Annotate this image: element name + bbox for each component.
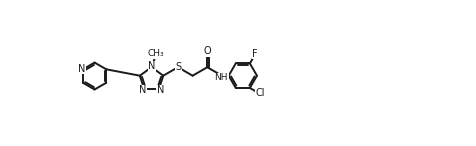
Text: F: F — [252, 49, 258, 59]
Text: N: N — [148, 61, 156, 71]
Text: N: N — [79, 64, 86, 74]
Text: S: S — [175, 62, 181, 72]
Text: NH: NH — [215, 73, 228, 82]
Text: N: N — [139, 85, 147, 95]
Text: Cl: Cl — [255, 88, 265, 98]
Text: CH₃: CH₃ — [148, 49, 165, 58]
Text: N: N — [157, 85, 164, 95]
Text: O: O — [203, 46, 211, 56]
